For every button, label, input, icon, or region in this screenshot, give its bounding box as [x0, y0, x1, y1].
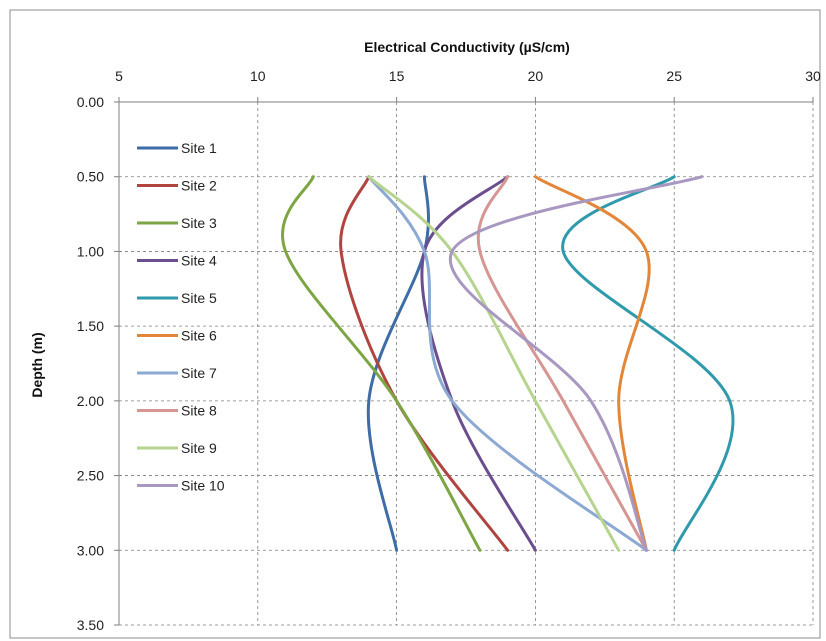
- y-axis-title: Depth (m): [29, 332, 45, 397]
- legend-label-site-10: Site 10: [181, 478, 225, 494]
- y-tick-label: 0.50: [77, 169, 104, 185]
- series-line-site-9: [367, 175, 621, 552]
- legend-label-site-8: Site 8: [181, 403, 217, 419]
- series-line-site-1: [366, 175, 430, 552]
- y-tick-label: 2.50: [77, 468, 104, 484]
- series-line-site-10: [448, 175, 704, 552]
- series-line-site-6: [533, 175, 651, 552]
- series-line-site-3: [281, 175, 482, 552]
- y-tick-label: 1.00: [77, 243, 104, 259]
- legend-label-site-2: Site 2: [181, 178, 217, 194]
- series-line-site-2: [339, 175, 510, 552]
- tick-labels: 5 10 15 20 25 30 0.00 0.50 1.00 1.50 2.00 2.50 3.00 3…: [77, 68, 821, 633]
- y-tick-label: 3.50: [77, 617, 104, 633]
- legend-label-site-4: Site 4: [181, 253, 217, 269]
- chart-frame: [9, 9, 821, 639]
- x-tick-label: 10: [250, 68, 266, 84]
- legend-label-site-6: Site 6: [181, 328, 217, 344]
- legend-label-site-3: Site 3: [181, 215, 217, 231]
- series-line-site-8: [476, 175, 648, 552]
- x-tick-label: 5: [115, 68, 123, 84]
- x-axis-title: Electrical Conductivity (µS/cm): [364, 39, 570, 55]
- y-tick-label: 2.00: [77, 393, 104, 409]
- grid-lines: [114, 97, 814, 626]
- legend-label-site-1: Site 1: [181, 140, 217, 156]
- x-tick-label: 15: [389, 68, 405, 84]
- y-tick-label: 1.50: [77, 318, 104, 334]
- x-tick-label: 25: [666, 68, 682, 84]
- y-tick-label: 3.00: [77, 542, 104, 558]
- x-tick-label: 30: [805, 68, 821, 84]
- legend-label-site-5: Site 5: [181, 290, 217, 306]
- legend: Site 1 Site 2 Site 3 Site 4 Site 5 Site 6 Site…: [137, 140, 225, 494]
- legend-label-site-9: Site 9: [181, 440, 217, 456]
- series-lines: [281, 175, 735, 552]
- x-tick-label: 20: [528, 68, 544, 84]
- legend-label-site-7: Site 7: [181, 365, 217, 381]
- y-tick-label: 0.00: [77, 94, 104, 110]
- series-line-site-7: [367, 175, 648, 552]
